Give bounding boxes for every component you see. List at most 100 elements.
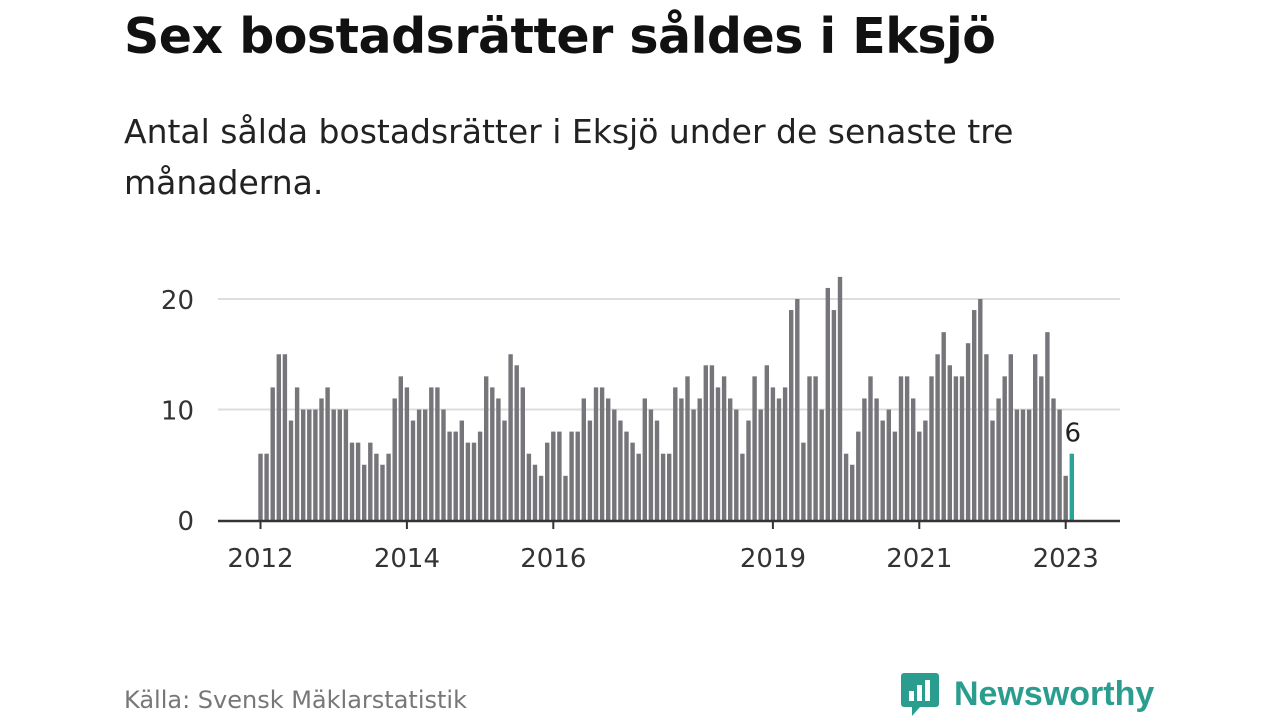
bar bbox=[599, 387, 605, 520]
bar bbox=[959, 376, 965, 520]
bar bbox=[459, 420, 464, 520]
bar bbox=[996, 398, 1001, 520]
bar bbox=[764, 365, 769, 520]
bar bbox=[776, 398, 782, 520]
bar bbox=[380, 464, 385, 520]
bar bbox=[935, 354, 940, 520]
bar bbox=[563, 475, 568, 520]
bar bbox=[618, 420, 623, 520]
bar bbox=[496, 398, 501, 520]
bar bbox=[1039, 376, 1044, 520]
bar bbox=[721, 376, 727, 520]
bar bbox=[868, 376, 873, 520]
bar bbox=[325, 387, 330, 520]
bar bbox=[471, 442, 477, 520]
bar bbox=[843, 453, 849, 520]
bar bbox=[697, 398, 702, 520]
bar bbox=[410, 420, 416, 520]
bar bbox=[1020, 409, 1026, 520]
chart-title: Sex bostadsrätter såldes i Eksjö bbox=[124, 8, 996, 65]
bars bbox=[258, 276, 1074, 520]
bar-highlight bbox=[1069, 453, 1074, 520]
bar bbox=[984, 354, 989, 520]
bar bbox=[728, 398, 733, 520]
bar bbox=[343, 409, 349, 520]
bar bbox=[404, 387, 410, 520]
bar bbox=[557, 431, 562, 520]
highlight-value-label: 6 bbox=[1065, 419, 1082, 449]
bar bbox=[636, 453, 641, 520]
bar bbox=[795, 299, 800, 520]
brand-name: Newsworthy bbox=[954, 674, 1155, 713]
bar bbox=[612, 409, 617, 520]
bar bbox=[477, 431, 483, 520]
bar bbox=[447, 431, 452, 520]
x-tick-label: 2023 bbox=[1033, 544, 1099, 574]
bar bbox=[362, 464, 367, 520]
bar bbox=[288, 420, 294, 520]
bar bbox=[416, 409, 422, 520]
bar bbox=[758, 409, 763, 520]
bar bbox=[270, 387, 275, 520]
bar bbox=[526, 453, 532, 520]
bar bbox=[740, 453, 745, 520]
bar bbox=[691, 409, 696, 520]
bar bbox=[1033, 354, 1038, 520]
bar bbox=[782, 387, 788, 520]
bar bbox=[538, 475, 544, 520]
bar bbox=[862, 398, 867, 520]
bar bbox=[685, 376, 690, 520]
bar bbox=[673, 387, 678, 520]
bar bbox=[337, 409, 342, 520]
bar bbox=[355, 442, 361, 520]
bar bbox=[313, 409, 318, 520]
bar bbox=[575, 431, 580, 520]
bar bbox=[465, 442, 471, 520]
bar bbox=[923, 420, 928, 520]
bar bbox=[264, 453, 269, 520]
bar bbox=[831, 310, 837, 520]
bar bbox=[746, 420, 751, 520]
bar bbox=[770, 387, 776, 520]
bar bbox=[892, 431, 898, 520]
bar bbox=[813, 376, 818, 520]
bar bbox=[904, 376, 910, 520]
bar bbox=[929, 376, 934, 520]
bar bbox=[484, 376, 489, 520]
bar bbox=[374, 453, 379, 520]
bar bbox=[947, 365, 952, 520]
bar bbox=[551, 431, 556, 520]
brand-logo[interactable]: Newsworthy bbox=[900, 670, 1154, 718]
bar bbox=[1057, 409, 1062, 520]
bar bbox=[453, 431, 458, 520]
bar bbox=[282, 354, 288, 520]
bar bbox=[898, 376, 904, 520]
bar bbox=[435, 387, 440, 520]
bar bbox=[856, 431, 861, 520]
bar bbox=[441, 409, 446, 520]
bar bbox=[532, 464, 538, 520]
bar bbox=[1002, 376, 1007, 520]
bar bbox=[715, 387, 721, 520]
bar bbox=[398, 376, 403, 520]
bar bbox=[276, 354, 281, 520]
bar bbox=[423, 409, 428, 520]
bar bbox=[825, 287, 830, 520]
bar bbox=[880, 420, 885, 520]
bar bbox=[1008, 354, 1013, 520]
bar bbox=[801, 442, 806, 520]
bar bbox=[941, 332, 946, 520]
bar bbox=[703, 365, 708, 520]
chart-subtitle: Antal sålda bostadsrätter i Eksjö under … bbox=[124, 112, 1014, 202]
source-note: Källa: Svensk Mäklarstatistik bbox=[124, 686, 467, 714]
bar bbox=[874, 398, 879, 520]
bar bbox=[429, 387, 434, 520]
bar bbox=[660, 453, 666, 520]
bar bbox=[307, 409, 312, 520]
x-tick-label: 2021 bbox=[886, 544, 952, 574]
bar bbox=[301, 409, 306, 520]
bar bbox=[789, 310, 794, 520]
bar bbox=[667, 453, 672, 520]
bar bbox=[1051, 398, 1056, 520]
x-tick-label: 2019 bbox=[740, 544, 806, 574]
